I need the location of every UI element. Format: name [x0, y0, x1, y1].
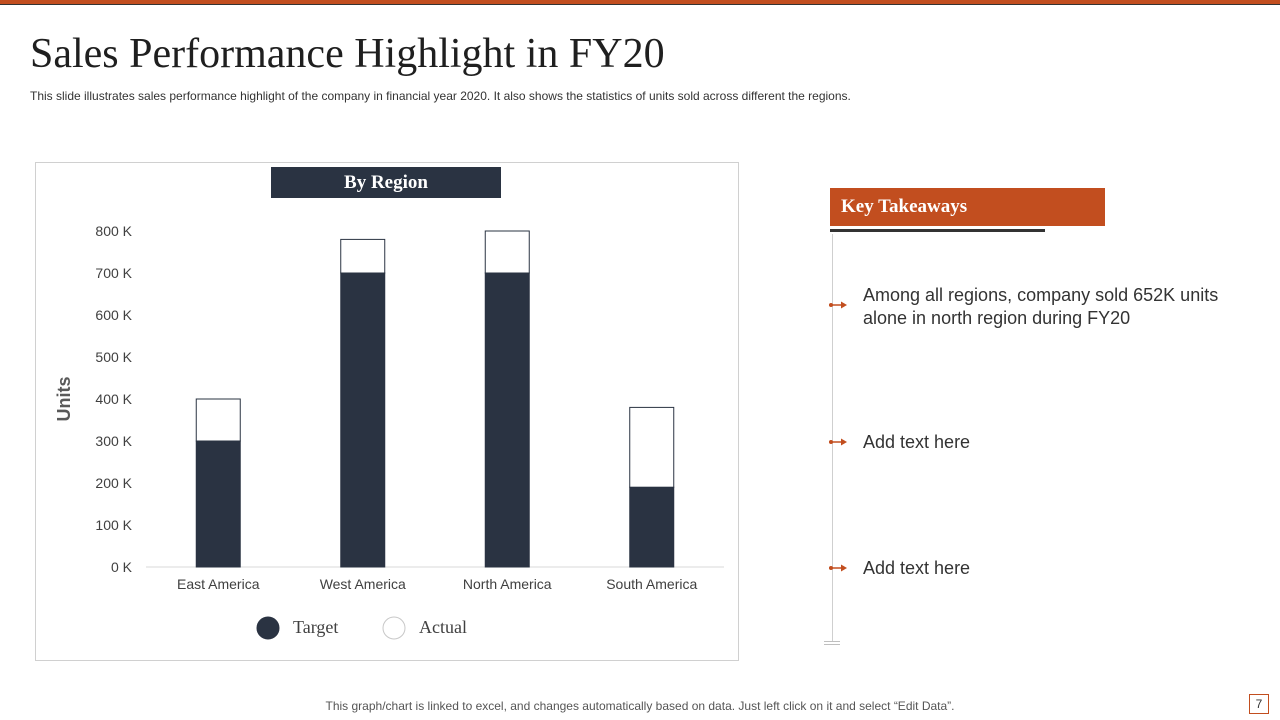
legend-label-target: Target: [293, 617, 338, 637]
arrow-bullet-icon: [829, 564, 847, 572]
y-tick-label: 100 K: [95, 517, 132, 533]
top-accent-rule: [0, 0, 1280, 5]
page-number: 7: [1249, 694, 1269, 714]
slide-title: Sales Performance Highlight in FY20: [30, 31, 665, 77]
region-chart[interactable]: 0 K 100 K 200 K 300 K 400 K 500 K 600 K 700 K 80…: [35, 162, 739, 661]
chart-title: By Region: [271, 167, 501, 198]
bar-target-east-america: [195, 440, 241, 568]
slide-subtitle: This slide illustrates sales performance…: [30, 89, 851, 103]
y-tick-label: 800 K: [95, 223, 132, 239]
bar-actual-west-america: [340, 238, 386, 274]
bar-actual-south-america: [629, 406, 675, 488]
x-tick-label: South America: [606, 576, 697, 592]
legend-label-actual: Actual: [419, 617, 467, 637]
bar-target-west-america: [340, 272, 386, 568]
x-tick-label: North America: [463, 576, 552, 592]
y-tick-label: 500 K: [95, 349, 132, 365]
x-tick-label: East America: [177, 576, 260, 592]
timeline-line: [832, 234, 833, 642]
y-tick-label: 600 K: [95, 307, 132, 323]
legend-marker-target: [256, 616, 280, 640]
bar-target-south-america: [629, 486, 675, 568]
y-tick-label: 700 K: [95, 265, 132, 281]
legend-marker-actual: [382, 616, 406, 640]
y-tick-label: 200 K: [95, 475, 132, 491]
key-takeaways-underline: [830, 229, 1045, 232]
takeaway-text-3: Add text here: [863, 558, 971, 578]
chart-canvas: 0 K 100 K 200 K 300 K 400 K 500 K 600 K 700 K 80…: [54, 223, 724, 640]
x-tick-label: West America: [320, 576, 406, 592]
bar-actual-east-america: [195, 398, 241, 442]
takeaway-text-2: Add text here: [863, 432, 971, 452]
y-tick-label: 300 K: [95, 433, 132, 449]
bar-target-north-america: [484, 272, 530, 568]
bar-actual-north-america: [484, 230, 530, 274]
footer-note: This graph/chart is linked to excel, and…: [325, 699, 955, 713]
arrow-bullet-icon: [829, 301, 847, 309]
takeaway-text-1: Among all regions, company sold 652K uni…: [863, 285, 1219, 328]
timeline-end-mark: [824, 641, 840, 642]
timeline-end-mark: [824, 644, 840, 645]
key-takeaways-header: Key Takeaways: [830, 188, 1105, 226]
y-axis-label: Units: [54, 377, 74, 422]
arrow-bullet-icon: [829, 438, 847, 446]
y-tick-label: 400 K: [95, 391, 132, 407]
y-tick-label: 0 K: [111, 559, 133, 575]
